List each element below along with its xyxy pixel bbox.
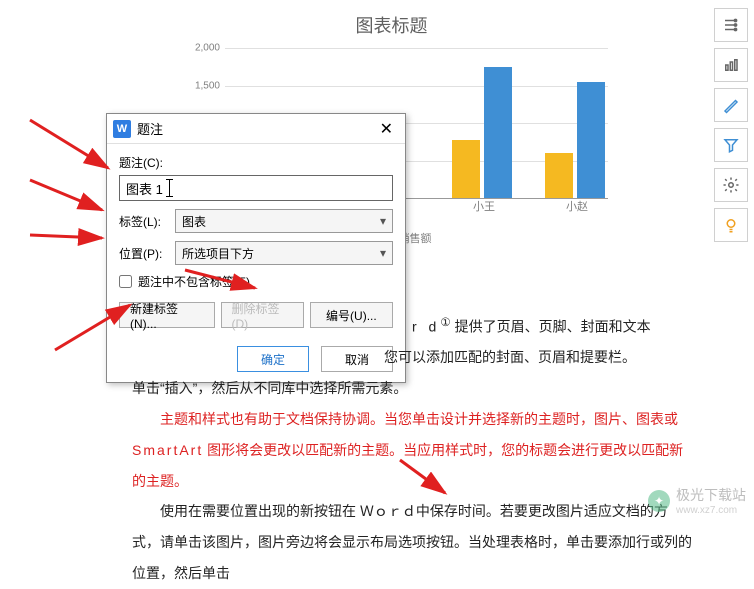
doc-red-paragraph: 主题和样式也有助于文档保持协调。当您单击设计并选择新的主题时，图片、图表或 Sm… xyxy=(132,404,692,496)
x-tick-label: 小王 xyxy=(473,198,495,226)
chart-idea-button[interactable] xyxy=(714,208,748,242)
exclude-label-checkbox[interactable] xyxy=(119,275,132,288)
position-field-label: 位置(P): xyxy=(119,245,175,262)
y-tick-label: 2,000 xyxy=(195,43,220,54)
bar xyxy=(545,153,573,198)
dialog-titlebar: W 题注 ✕ xyxy=(107,114,405,144)
bar xyxy=(452,140,480,199)
chart-filter-button[interactable] xyxy=(714,128,748,162)
watermark-logo-icon: ✦ xyxy=(648,490,670,512)
caption-label: 题注(C): xyxy=(119,154,393,171)
watermark-url: www.xz7.com xyxy=(676,505,746,516)
text-cursor-icon xyxy=(169,180,170,196)
watermark-title: 极光下载站 xyxy=(676,485,746,505)
document-body: r d① 提供了页眉、页脚、封面和文本 您可以添加匹配的封面、页眉和提要栏。 单… xyxy=(132,310,692,589)
close-icon[interactable]: ✕ xyxy=(374,119,399,139)
gridline xyxy=(225,48,608,49)
bar xyxy=(484,67,512,198)
label-combo[interactable]: 图表 xyxy=(175,209,393,233)
chart-type-button[interactable] xyxy=(714,48,748,82)
chart-title: 图表标题 xyxy=(165,0,618,38)
chart-settings-button[interactable] xyxy=(714,168,748,202)
chart-elements-button[interactable] xyxy=(714,8,748,42)
watermark: ✦ 极光下载站 www.xz7.com xyxy=(648,485,746,516)
app-logo-icon: W xyxy=(113,120,131,138)
doc-line: 您可以添加匹配的封面、页眉和提要栏。 xyxy=(132,342,692,373)
chart-style-button[interactable] xyxy=(714,88,748,122)
bar xyxy=(577,82,605,198)
y-tick-label: 1,500 xyxy=(195,80,220,91)
caption-input[interactable]: 图表 1 xyxy=(119,175,393,201)
exclude-label-text: 题注中不包含标签(E) xyxy=(138,273,250,290)
label-field-label: 标签(L): xyxy=(119,213,175,230)
chart-side-toolbar xyxy=(714,8,748,248)
position-combo[interactable]: 所选项目下方 xyxy=(175,241,393,265)
dialog-title-text: 题注 xyxy=(137,119,163,138)
doc-line: 单击“插入”，然后从不同库中选择所需元素。 xyxy=(132,373,692,404)
doc-line: 使用在需要位置出现的新按钮在 Ｗｏｒｄ中保存时间。若要更改图片适应文档的方式，请… xyxy=(132,496,692,588)
gridline xyxy=(225,86,608,87)
x-tick-label: 小赵 xyxy=(566,198,588,226)
